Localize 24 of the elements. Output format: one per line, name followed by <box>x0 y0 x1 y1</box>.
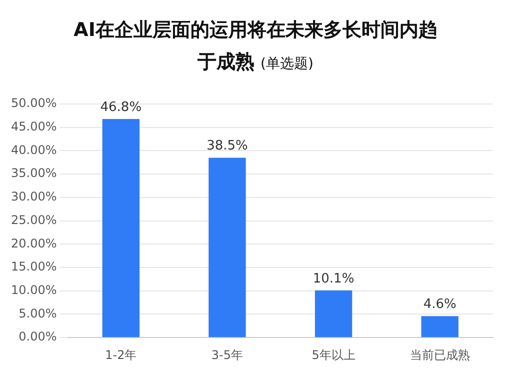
data-label: 38.5% <box>206 138 248 154</box>
x-tick-label: 1-2年 <box>105 348 137 362</box>
y-tick-label: 40.00% <box>10 142 57 157</box>
y-tick-label: 0.00% <box>18 330 57 344</box>
bar <box>102 118 140 338</box>
bar <box>208 158 246 338</box>
y-tick-label: 45.00% <box>10 119 57 134</box>
y-tick-label: 20.00% <box>10 236 57 250</box>
y-tick-label: 50.00% <box>10 96 57 110</box>
y-tick-label: 30.00% <box>10 190 57 204</box>
y-tick-label: 5.00% <box>18 306 57 320</box>
y-tick-label: 15.00% <box>10 260 57 274</box>
chart-subtitle: (单选题) <box>260 56 314 72</box>
y-tick-label: 25.00% <box>10 212 57 227</box>
data-label: 10.1% <box>312 271 354 286</box>
x-tick-label: 当前已成熟 <box>410 348 470 362</box>
data-label: 4.6% <box>423 296 456 312</box>
bar <box>421 316 458 338</box>
bar <box>314 290 352 338</box>
x-tick-label: 5年以上 <box>312 348 356 362</box>
y-tick-label: 10.00% <box>10 283 57 298</box>
x-tick-label: 3-5年 <box>211 348 244 362</box>
y-tick-label: 35.00% <box>10 166 57 180</box>
data-label: 46.8% <box>100 100 142 115</box>
